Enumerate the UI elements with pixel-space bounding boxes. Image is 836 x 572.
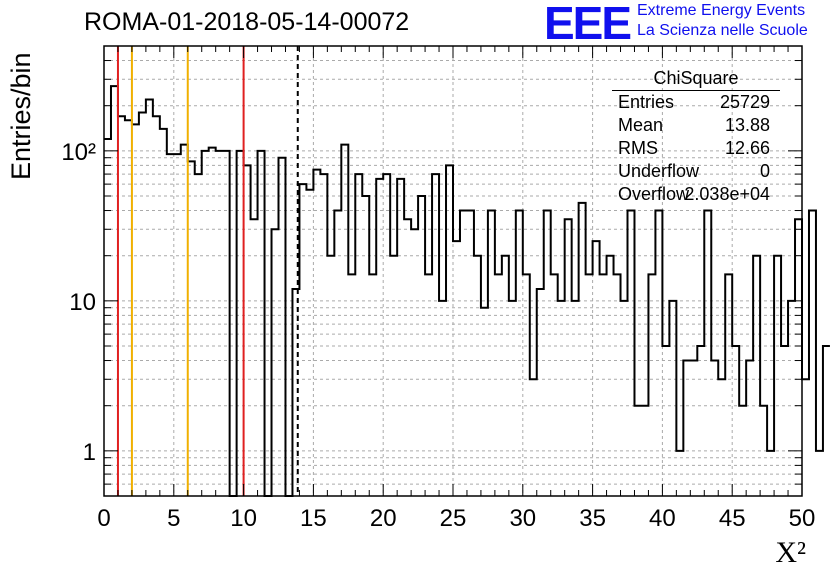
y-axis-label: Entries/bin: [6, 52, 36, 180]
stats-key: RMS: [618, 138, 658, 158]
logo-mark: EEE: [544, 0, 632, 49]
stats-divider: [612, 90, 780, 91]
x-tick-label: 25: [440, 505, 467, 532]
x-tick-label: 15: [300, 505, 327, 532]
stats-value: 12.66: [724, 138, 770, 158]
x-tick-label: 0: [97, 505, 110, 532]
x-tick-label: 20: [370, 505, 397, 532]
stats-box: ChiSquare Entries 25729 Mean 13.88 RMS 1…: [612, 68, 780, 205]
x-tick-label: 50: [789, 505, 816, 532]
y-tick-label: 10²: [61, 139, 96, 166]
stats-key: Overflow: [618, 184, 690, 204]
stats-value: 0: [759, 161, 770, 181]
stats-value: 2.038e+04: [684, 184, 770, 204]
stats-title: ChiSquare: [653, 68, 739, 88]
x-tick-label: 40: [649, 505, 676, 532]
stats-value: 25729: [719, 92, 770, 112]
y-tick-label: 10: [69, 289, 96, 316]
stats-value: 13.88: [724, 115, 770, 135]
x-tick-label: 5: [167, 505, 180, 532]
chart-title: ROMA-01-2018-05-14-00072: [84, 8, 410, 36]
x-tick-label: 35: [579, 505, 606, 532]
logo-line-2: La Scienza nelle Scuole: [637, 22, 808, 39]
y-tick-label: 1: [83, 439, 96, 466]
x-tick-label: 45: [719, 505, 746, 532]
stats-key: Underflow: [618, 161, 700, 181]
x-tick-label: 30: [509, 505, 536, 532]
x-axis-label: X²: [775, 536, 806, 569]
logo-line-1: Extreme Energy Events: [637, 2, 806, 19]
histogram-bins: [104, 85, 830, 497]
x-tick-label: 10: [230, 505, 257, 532]
stats-key: Mean: [618, 115, 664, 135]
stats-key: Entries: [618, 92, 675, 112]
